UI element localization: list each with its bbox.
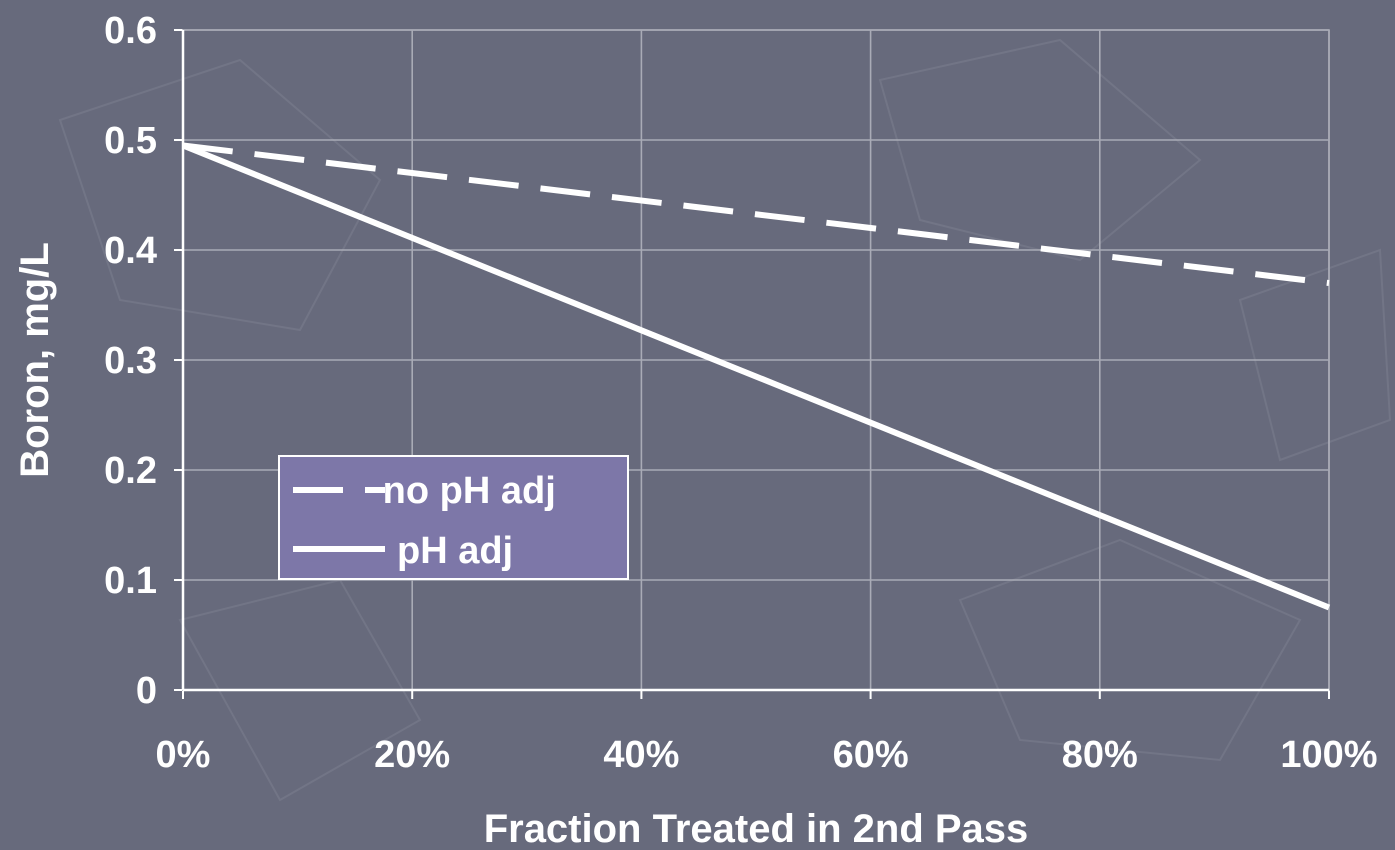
x-axis-title: Fraction Treated in 2nd Pass xyxy=(484,807,1029,850)
axes xyxy=(174,29,1330,699)
y-tick-label: 0.2 xyxy=(104,450,157,492)
legend-label-ph-adj: pH adj xyxy=(397,530,513,572)
x-tick-label: 40% xyxy=(603,734,679,776)
gridlines xyxy=(182,29,1330,691)
y-tick-label: 0.1 xyxy=(104,560,157,602)
series-line-no-ph-adj xyxy=(182,142,1330,286)
series-layer xyxy=(181,142,1331,611)
legend-box xyxy=(278,455,629,580)
series-line-ph-adj xyxy=(181,142,1331,611)
x-tick-labels: 0% 20% 40% 60% 80% 100% xyxy=(156,734,1378,776)
y-tick-label: 0.3 xyxy=(104,340,157,382)
x-tick-label: 0% xyxy=(156,734,211,776)
x-tick-label: 80% xyxy=(1062,734,1138,776)
y-tick-label: 0.4 xyxy=(104,230,157,272)
legend: ·no pH adj pH adj xyxy=(278,455,629,580)
x-tick-label: 100% xyxy=(1280,734,1377,776)
y-tick-label: 0.6 xyxy=(104,10,157,52)
y-tick-label: 0.5 xyxy=(104,120,157,162)
x-tick-label: 20% xyxy=(374,734,450,776)
y-tick-labels: 0 0.1 0.2 0.3 0.4 0.5 0.6 xyxy=(104,10,157,712)
y-axis-title: Boron, mg/L xyxy=(13,242,57,478)
y-tick-label: 0 xyxy=(136,670,157,712)
legend-label-no-ph-adj: ·no pH adj xyxy=(370,470,556,512)
x-tick-label: 60% xyxy=(833,734,909,776)
